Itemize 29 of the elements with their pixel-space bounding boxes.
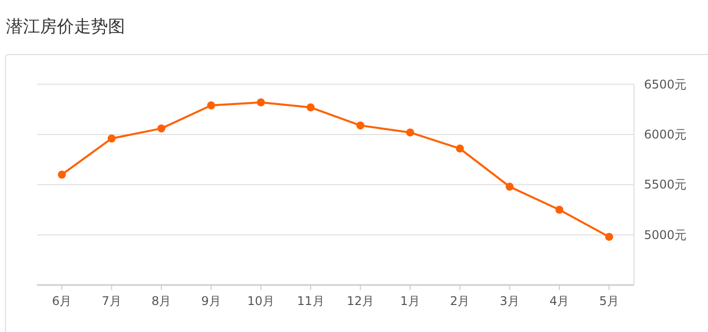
xtick: 8月 (152, 294, 172, 308)
point (456, 144, 464, 153)
xtick: 1月 (400, 294, 420, 308)
ytick: 5500元 (644, 178, 687, 192)
ytick: 5000元 (644, 228, 687, 242)
point (506, 182, 514, 191)
xtick: 10月 (247, 294, 275, 308)
xtick: 2月 (450, 294, 470, 308)
point (356, 121, 364, 130)
ytick: 6500元 (644, 77, 687, 92)
title: 潜江房价走势图 (6, 17, 125, 37)
point (157, 124, 166, 132)
point (256, 98, 265, 106)
point (406, 128, 414, 136)
point (306, 103, 315, 112)
point (207, 101, 216, 110)
xtick: 12月 (346, 294, 374, 308)
point (108, 134, 116, 142)
xtick: 6月 (52, 294, 72, 308)
xtick: 11月 (296, 294, 324, 308)
xtick: 3月 (500, 294, 520, 308)
xtick: 4月 (550, 294, 570, 308)
ytick: 6000元 (644, 127, 687, 142)
xtick: 7月 (102, 294, 122, 308)
point (555, 206, 564, 214)
xtick: 9月 (201, 294, 221, 308)
point (58, 170, 66, 179)
point (605, 232, 614, 241)
xtick: 5月 (599, 294, 619, 308)
